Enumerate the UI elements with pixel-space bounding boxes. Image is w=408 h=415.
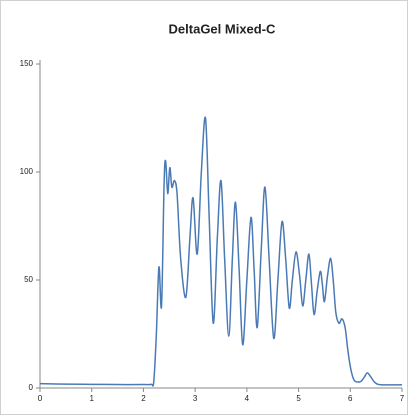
x-tick-label: 1 bbox=[89, 394, 94, 403]
x-tick-label: 3 bbox=[193, 394, 198, 403]
y-tick-label: 50 bbox=[24, 275, 33, 284]
y-tick-label: 150 bbox=[20, 59, 34, 68]
x-tick-label: 6 bbox=[348, 394, 353, 403]
x-tick-label: 2 bbox=[141, 394, 146, 403]
x-tick-label: 5 bbox=[296, 394, 301, 403]
y-tick-label: 0 bbox=[29, 383, 34, 392]
chart-title: DeltaGel Mixed-C bbox=[169, 21, 277, 36]
x-tick-label: 7 bbox=[400, 394, 405, 403]
y-tick-label: 100 bbox=[20, 167, 34, 176]
x-tick-label: 0 bbox=[38, 394, 43, 403]
line bbox=[39, 116, 403, 387]
x-tick-label: 4 bbox=[245, 394, 250, 403]
